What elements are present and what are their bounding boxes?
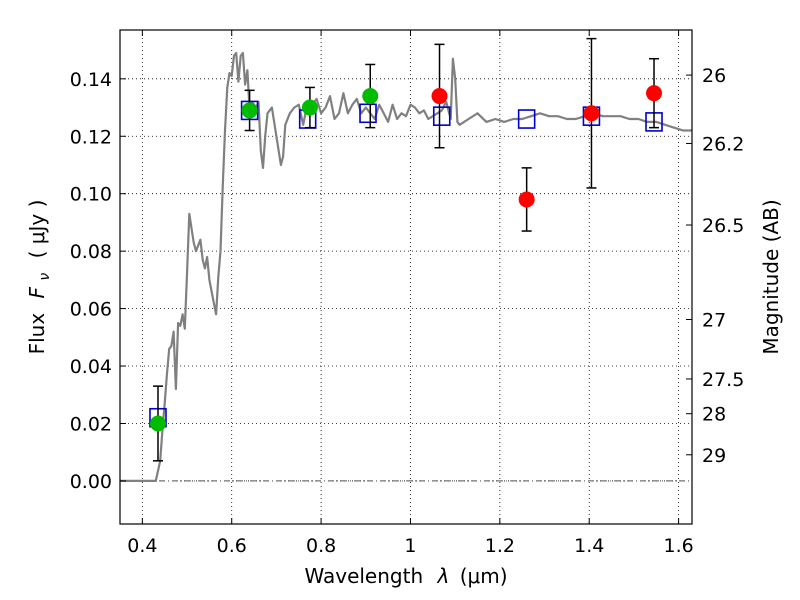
y-tick-label: 0.12 <box>70 126 112 148</box>
x-tick-label: 0.8 <box>306 535 336 557</box>
model-photometry-square <box>432 106 451 126</box>
observed-point-red <box>583 105 600 122</box>
y-tick-label: 0.02 <box>70 413 112 435</box>
observed-point-green <box>362 88 379 105</box>
y-axis-title-subscript: ν <box>37 273 53 281</box>
y-tick-label: 0.00 <box>70 471 112 493</box>
y-axis-title: Flux F ν ( μJy ) <box>25 200 54 355</box>
y-tick-label: 0.06 <box>70 299 112 321</box>
plot-frame <box>119 29 693 525</box>
observed-point-green <box>301 99 318 116</box>
model-photometry-square <box>517 109 536 129</box>
observed-point-red <box>518 191 535 208</box>
tick-marks <box>120 30 692 524</box>
x-tick-label: 0.6 <box>217 535 247 557</box>
x-tick-label: 0.4 <box>127 535 157 557</box>
observed-point-green <box>241 102 258 119</box>
x-axis-title: Wavelength λ (μm) <box>304 564 507 588</box>
y-tick-label: 0.10 <box>70 184 112 206</box>
y2-tick-label: 29 <box>702 445 726 467</box>
right-axis-title: Magnitude (AB) <box>759 199 783 354</box>
y-tick-label: 0.08 <box>70 241 112 263</box>
y2-tick-label: 28 <box>702 404 726 426</box>
y2-tick-label: 27.5 <box>702 369 744 391</box>
x-axis-title-unit: (μm) <box>460 564 508 588</box>
y-tick-label: 0.14 <box>70 69 112 91</box>
y-axis-title-unit: ( μJy ) <box>25 200 49 259</box>
y-axis-title-symbol: F <box>25 286 49 298</box>
observed-point-green <box>149 415 166 432</box>
x-axis-title-symbol: λ <box>437 564 450 588</box>
y-tick-label: 0.04 <box>70 356 112 378</box>
model-photometry-square <box>359 103 377 124</box>
x-tick-label: 1.6 <box>663 535 693 557</box>
y2-tick-label: 26.2 <box>702 133 744 155</box>
x-axis-title-prefix: Wavelength <box>304 564 423 588</box>
y-axis-title-prefix: Flux <box>25 313 49 355</box>
observed-point-red <box>646 85 663 102</box>
plot-area <box>120 37 692 482</box>
y2-tick-label: 26 <box>702 65 726 87</box>
x-tick-label: 1 <box>404 535 416 557</box>
x-tick-label: 1.4 <box>574 535 604 557</box>
x-tick-label: 1.2 <box>485 535 515 557</box>
tick-labels: 0.4 0.6 0.8 1 1.2 1.4 1.6 0.00 0.02 0.04 0.06 0.08 0… <box>70 65 745 557</box>
y2-tick-label: 26.5 <box>702 215 744 237</box>
observed-point-red <box>431 88 448 105</box>
grid-lines <box>120 30 692 524</box>
y2-tick-label: 27 <box>702 310 726 332</box>
